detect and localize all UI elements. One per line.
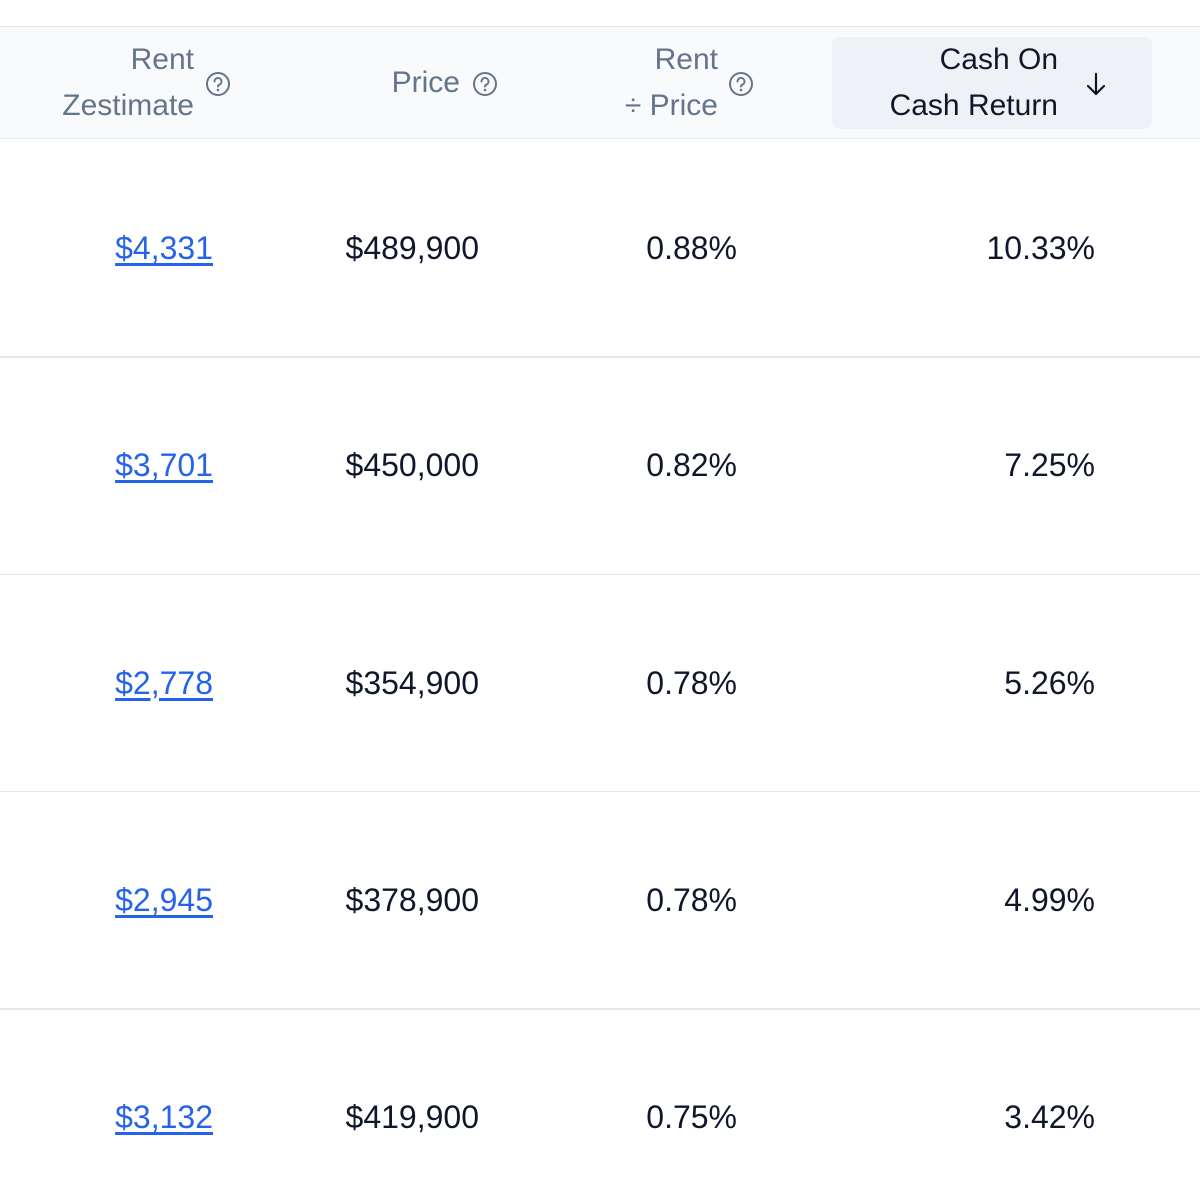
rent-link[interactable]: $3,132 xyxy=(115,1099,213,1135)
table-cell: $489,900 xyxy=(345,230,479,266)
table-cell: 7.25% xyxy=(1004,447,1095,484)
help-icon[interactable] xyxy=(728,71,754,97)
table-cell: 0.88% xyxy=(646,230,737,266)
column-header[interactable]: Cash On Cash Return xyxy=(890,37,1058,129)
table-cell: 10.33% xyxy=(986,230,1095,266)
header-text: Price xyxy=(391,66,460,99)
table-cell: 3.42% xyxy=(1004,1099,1095,1135)
rent-link[interactable]: $4,331 xyxy=(115,230,213,266)
table-cell: 5.26% xyxy=(1004,664,1095,701)
table-cell: $450,000 xyxy=(345,447,479,484)
table-cell: 0.82% xyxy=(646,447,737,484)
rent-link[interactable]: $2,945 xyxy=(115,881,213,918)
row-divider xyxy=(0,573,1200,575)
table-cell: 4.99% xyxy=(1004,881,1095,918)
column-header[interactable]: Rent Zestimate xyxy=(62,37,194,129)
row-divider xyxy=(0,356,1200,358)
sorted-column-highlight[interactable] xyxy=(832,37,1152,129)
help-icon[interactable] xyxy=(472,71,498,97)
row-divider xyxy=(0,1008,1200,1010)
header-text: Zestimate xyxy=(62,89,194,122)
table-cell: $378,900 xyxy=(345,881,479,918)
table-cell: 0.78% xyxy=(646,881,737,918)
column-header[interactable]: Rent ÷ Price xyxy=(625,37,718,129)
table-cell: 0.78% xyxy=(646,664,737,701)
rent-link[interactable]: $2,778 xyxy=(115,664,213,701)
table-cell: 0.75% xyxy=(646,1099,737,1135)
table-cell: $354,900 xyxy=(345,664,479,701)
header-text: ÷ Price xyxy=(624,89,718,122)
sort-desc-arrow[interactable] xyxy=(1083,71,1109,97)
header-text: Cash On xyxy=(939,43,1058,76)
help-icon[interactable] xyxy=(205,71,231,97)
column-header[interactable]: Price xyxy=(392,60,460,106)
table-cell: $419,900 xyxy=(345,1099,479,1135)
header-text: Rent xyxy=(130,43,194,76)
header-text: Cash Return xyxy=(889,89,1058,122)
header-text: Rent xyxy=(654,43,718,76)
rent-link[interactable]: $3,701 xyxy=(115,447,213,484)
row-divider xyxy=(0,790,1200,793)
